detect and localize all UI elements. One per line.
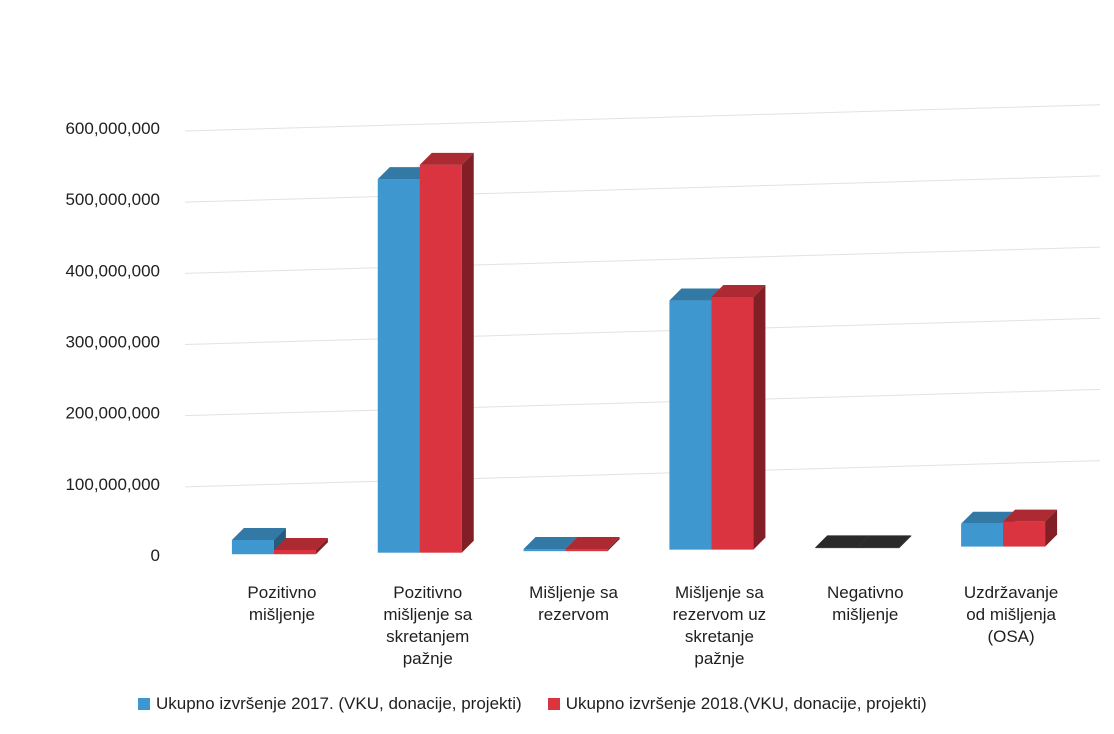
y-axis-ticks: 0 100,000,000 200,000,000 300,000,000 400,00…: [65, 119, 160, 565]
bars: [231, 152, 1058, 555]
legend-item-2017: Ukupno izvršenje 2017. (VKU, donacije, p…: [138, 694, 522, 714]
legend-swatch-2018: [547, 698, 560, 710]
bar: [857, 535, 912, 549]
category-labels: Pozitivno mišljenje Pozitivno mišljenje sa s…: [247, 583, 1058, 668]
category-label: Mišljenje sa rezervom uz skretanje pažnje: [673, 583, 767, 668]
bar: [419, 152, 474, 553]
bar: [273, 537, 328, 555]
y-tick-label: 300,000,000: [65, 333, 160, 352]
y-tick-label: 500,000,000: [65, 190, 160, 209]
category-label: Uzdržavanje od mišljenja (OSA): [964, 583, 1059, 646]
bar: [711, 284, 766, 550]
gridline: [184, 388, 1101, 417]
legend-item-2018: Ukupno izvršenje 2018.(VKU, donacije, pr…: [547, 694, 927, 714]
bar: [1003, 509, 1058, 547]
gridline: [184, 246, 1101, 274]
gridline: [184, 104, 1101, 132]
bar: [565, 537, 620, 552]
category-label: Pozitivno mišljenje sa skretanjem pažnje: [383, 583, 472, 668]
gridline: [184, 460, 1101, 488]
gridline: [184, 317, 1101, 345]
category-label: Mišljenje sa rezervom: [529, 583, 618, 624]
legend-label-2017: Ukupno izvršenje 2017. (VKU, donacije, p…: [156, 694, 522, 713]
y-tick-label: 200,000,000: [65, 404, 160, 423]
y-tick-label: 400,000,000: [65, 261, 160, 280]
category-label: Pozitivno mišljenje: [247, 583, 316, 624]
y-tick-label: 0: [151, 546, 160, 565]
legend-label-2018: Ukupno izvršenje 2018.(VKU, donacije, pr…: [565, 694, 927, 713]
gridline: [184, 175, 1101, 203]
y-tick-label: 100,000,000: [65, 475, 160, 494]
category-label: Negativno mišljenje: [827, 583, 904, 624]
y-tick-label: 600,000,000: [65, 119, 160, 138]
legend-swatch-2017: [138, 698, 150, 710]
legend: Ukupno izvršenje 2017. (VKU, donacije, p…: [138, 694, 927, 714]
gridlines: [184, 104, 1101, 488]
